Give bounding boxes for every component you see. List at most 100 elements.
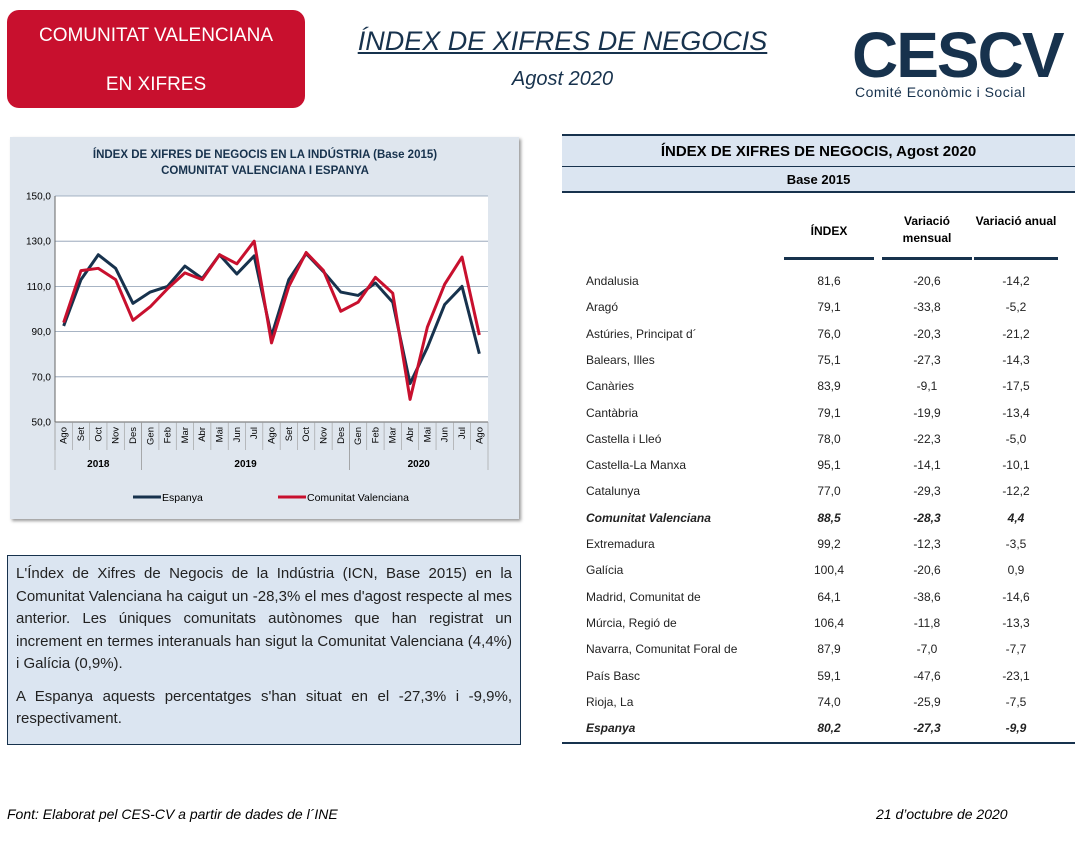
table-subtitle: Base 2015 bbox=[562, 166, 1075, 193]
table-row: Balears, Illes 75,1 -27,3 -14,3 bbox=[562, 348, 1075, 374]
row-label: Cantàbria bbox=[586, 405, 639, 420]
row-label: País Basc bbox=[586, 668, 641, 683]
table-title: ÍNDEX DE XIFRES DE NEGOCIS, Agost 2020 bbox=[562, 134, 1075, 166]
row-label: Castella i Lleó bbox=[586, 431, 662, 446]
x-tick-label: Mai bbox=[422, 427, 433, 442]
cell-value: 100,4 bbox=[813, 563, 845, 578]
y-tick-label: 130,0 bbox=[26, 237, 51, 248]
column-rule bbox=[882, 257, 972, 260]
cell-value: -27,3 bbox=[913, 352, 941, 367]
paragraph: A Espanya aquests percentatges s'han sit… bbox=[16, 687, 512, 728]
cell-value: 59,1 bbox=[817, 668, 841, 683]
table-row: Múrcia, Regió de 106,4 -11,8 -13,3 bbox=[562, 611, 1075, 637]
cell-value: 99,2 bbox=[817, 537, 841, 551]
x-tick-label: Gen bbox=[353, 427, 364, 445]
cell-value: -25,9 bbox=[913, 694, 941, 709]
cell-value: 76,0 bbox=[817, 326, 841, 341]
x-tick-label: Abr bbox=[197, 427, 208, 442]
x-tick-label: Set bbox=[284, 427, 295, 442]
x-tick-label: Des bbox=[336, 427, 347, 444]
row-label: Navarra, Comunitat Foral de bbox=[586, 642, 738, 657]
year-label: 2019 bbox=[234, 459, 257, 470]
logo-sub: Comité Econòmic i Social bbox=[855, 84, 1026, 100]
cell-value: 78,0 bbox=[817, 431, 841, 446]
cell-value: 79,1 bbox=[817, 300, 841, 315]
y-tick-label: 110,0 bbox=[27, 282, 52, 293]
row-label: Astúries, Principat d´ bbox=[586, 326, 697, 341]
cell-value: -47,6 bbox=[913, 668, 941, 683]
table-row: País Basc 59,1 -47,6 -23,1 bbox=[562, 664, 1075, 690]
plot-area bbox=[55, 196, 488, 422]
logo: CESCV bbox=[852, 19, 1064, 91]
cell-value: -11,8 bbox=[913, 615, 941, 630]
x-tick-label: Feb bbox=[163, 427, 174, 443]
cell-value: -27,3 bbox=[913, 721, 941, 736]
column-header: Variació anual bbox=[975, 214, 1057, 228]
cell-value: 79,1 bbox=[817, 405, 841, 420]
cell-value: -5,0 bbox=[1005, 431, 1027, 446]
cell-value: 87,9 bbox=[817, 642, 841, 657]
cell-value: 74,0 bbox=[817, 694, 841, 709]
x-tick-label: Nov bbox=[111, 427, 122, 444]
cell-value: 77,0 bbox=[817, 484, 841, 499]
cell-value: 0,9 bbox=[1007, 563, 1025, 578]
x-tick-label: Oct bbox=[93, 427, 104, 442]
cell-value: -10,1 bbox=[1002, 458, 1030, 473]
title: ÍNDEX DE XIFRES DE NEGOCIS bbox=[357, 26, 768, 56]
cell-value: 88,5 bbox=[817, 510, 841, 525]
table-row: Castella-La Manxa 95,1 -14,1 -10,1 bbox=[562, 453, 1075, 479]
row-label: Múrcia, Regió de bbox=[586, 615, 677, 630]
row-label: Espanya bbox=[586, 721, 636, 736]
x-tick-label: Oct bbox=[301, 427, 312, 442]
chart: ÍNDEX DE XIFRES DE NEGOCIS EN LA INDÚSTR… bbox=[26, 148, 489, 504]
table-row: Catalunya 77,0 -29,3 -12,2 bbox=[562, 479, 1075, 505]
table-row: Rioja, La 74,0 -25,9 -7,5 bbox=[562, 690, 1075, 716]
cell-value: -17,5 bbox=[1002, 379, 1030, 394]
column-rule bbox=[784, 257, 874, 260]
cell-value: -23,1 bbox=[1002, 668, 1030, 683]
cell-value: 80,2 bbox=[817, 721, 841, 736]
cell-value: 106,4 bbox=[813, 615, 845, 630]
cell-value: 75,1 bbox=[817, 352, 841, 367]
table-row: Comunitat Valenciana 88,5 -28,3 4,4 bbox=[562, 506, 1075, 532]
table: ÍNDEX DE XIFRES DE NEGOCIS, Agost 2020 B… bbox=[562, 134, 1075, 753]
cell-value: -12,2 bbox=[1002, 484, 1030, 499]
line-series bbox=[62, 239, 481, 401]
y-tick-label: 50,0 bbox=[32, 418, 52, 429]
cell-value: -9,1 bbox=[916, 379, 938, 394]
row-label: Madrid, Comunitat de bbox=[586, 589, 701, 604]
title-wrap: ÍNDEX DE XIFRES DE NEGOCIS bbox=[300, 26, 825, 57]
x-tick-label: Jul bbox=[457, 427, 468, 439]
row-label: Andalusia bbox=[586, 274, 639, 288]
cell-value: -9,9 bbox=[1005, 721, 1027, 736]
legend-label: Espanya bbox=[162, 492, 203, 504]
row-label: Galícia bbox=[586, 563, 624, 578]
x-tick-label: Mai bbox=[215, 427, 226, 442]
x-tick-label: Jun bbox=[440, 427, 451, 442]
cell-value: -13,4 bbox=[1002, 405, 1030, 420]
cell-value: -5,2 bbox=[1005, 300, 1027, 315]
x-tick-label: Jun bbox=[232, 427, 243, 442]
table-row: Castella i Lleó 78,0 -22,3 -5,0 bbox=[562, 427, 1075, 453]
x-tick-label: Feb bbox=[370, 427, 381, 443]
subtitle: Agost 2020 bbox=[511, 68, 614, 90]
table-row: Galícia 100,4 -20,6 0,9 bbox=[562, 558, 1075, 584]
x-tick-label: Abr bbox=[405, 427, 416, 442]
table-row: Extremadura 99,2 -12,3 -3,5 bbox=[562, 532, 1075, 558]
badge: COMUNITAT VALENCIANA EN XIFRES bbox=[7, 10, 305, 108]
cell-value: -21,2 bbox=[1002, 326, 1030, 341]
cell-value: -22,3 bbox=[913, 431, 941, 446]
row-label: Aragó bbox=[586, 300, 619, 315]
table-body: ÍNDEX Variació mensual Variació anual Andal… bbox=[562, 193, 1075, 753]
cell-value: 95,1 bbox=[817, 458, 841, 473]
cell-value: -7,5 bbox=[1005, 694, 1027, 709]
cell-value: -19,9 bbox=[913, 405, 941, 420]
x-tick-label: Mar bbox=[180, 427, 191, 443]
x-tick-label: Ago bbox=[474, 427, 485, 444]
cell-value: -13,3 bbox=[1002, 615, 1030, 630]
cell-value: -20,6 bbox=[913, 563, 941, 578]
cell-value: -20,6 bbox=[913, 274, 941, 288]
table-row: Navarra, Comunitat Foral de 87,9 -7,0 -7,7 bbox=[562, 637, 1075, 663]
column-header: ÍNDEX bbox=[810, 224, 848, 238]
